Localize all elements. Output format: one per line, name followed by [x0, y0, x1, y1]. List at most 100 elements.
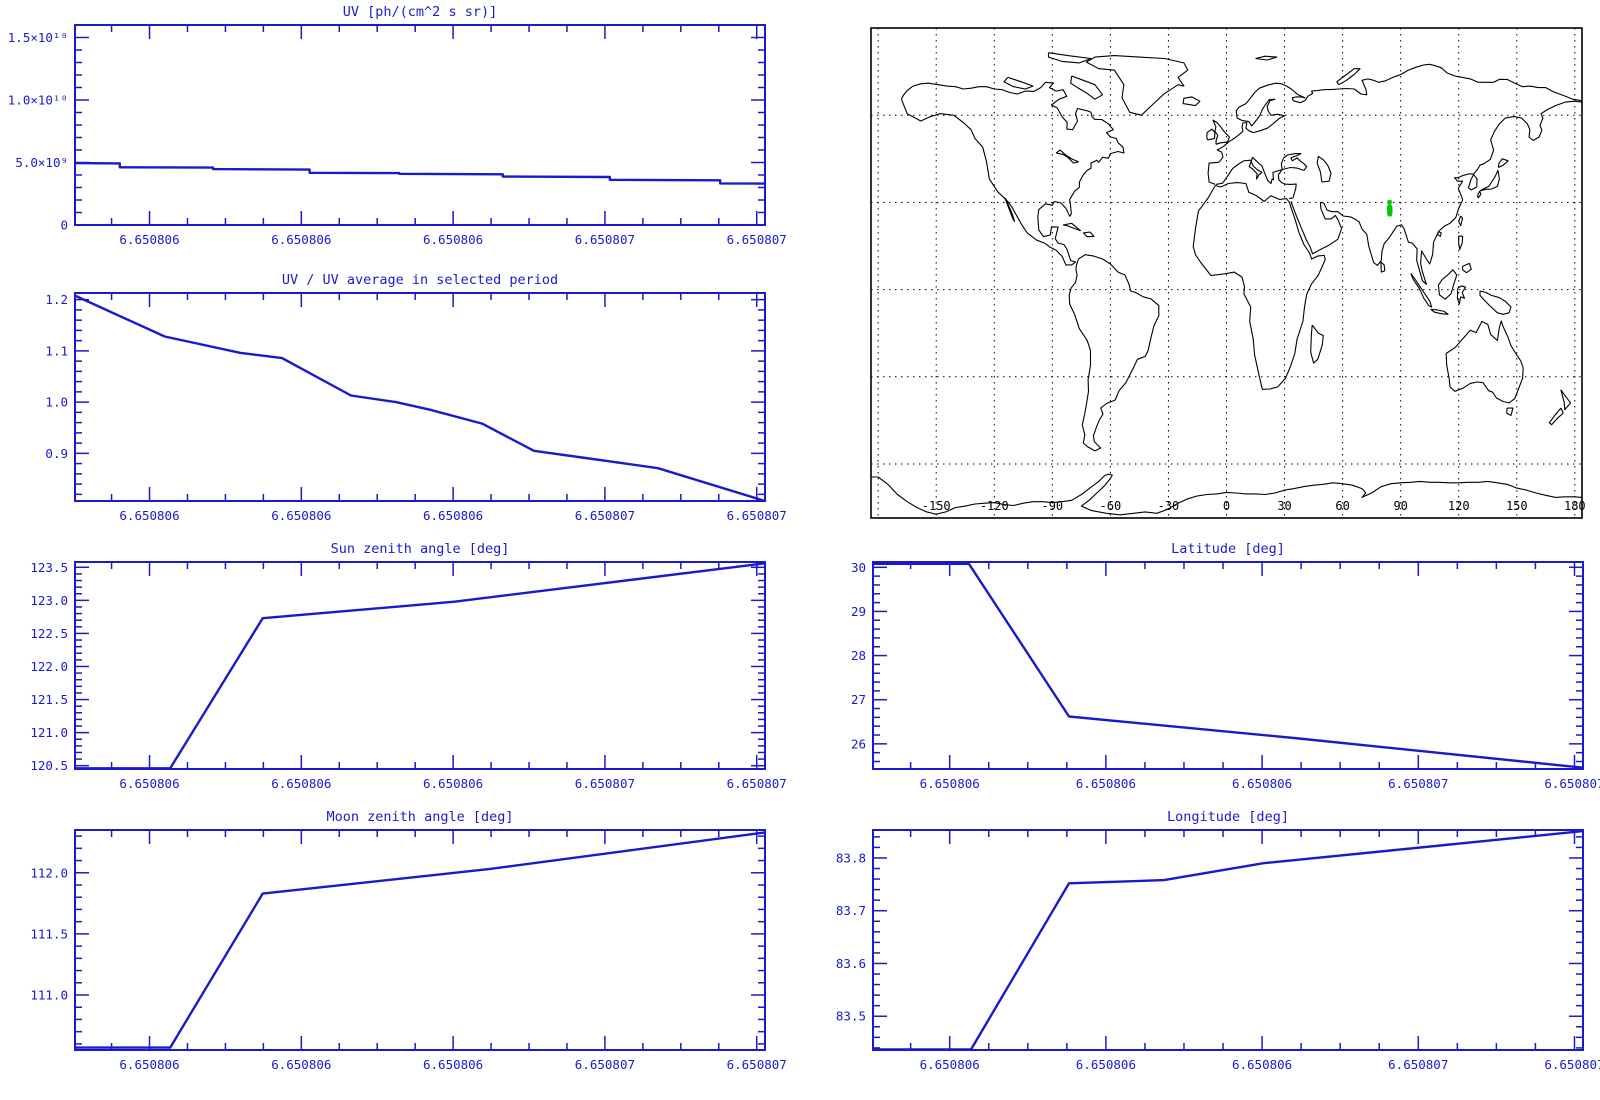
- ratio-y-tick-label: 1.1: [45, 343, 68, 358]
- lon-series-line: [871, 829, 1585, 1051]
- moon-y-tick-label: 112.0: [30, 865, 68, 880]
- uv-x-tick-label: 6.650806: [271, 232, 331, 247]
- ratio-frame: [74, 292, 766, 502]
- coastline: [1192, 182, 1326, 390]
- coastline: [1085, 55, 1189, 116]
- sun-chart-canvas: Sun zenith angle [deg] 6.650806 6.650806 6.…: [30, 541, 787, 791]
- map-lon-label: 0: [1223, 499, 1230, 513]
- uv-x-tick-label: 6.650807: [575, 232, 635, 247]
- coastline: [1437, 269, 1458, 300]
- sun-x-tick-label: 6.650807: [727, 776, 787, 790]
- latitude-chart: Latitude [deg] 6.650806 6.650806 6.650806 6.…: [808, 535, 1600, 794]
- lat-y-tick-label: 29: [851, 604, 866, 619]
- map-lon-label: 180: [1564, 499, 1586, 513]
- world-map-canvas: -150 -120 -90 -60 -30 0 30 60 90 120 150 180: [870, 27, 1586, 519]
- longitude-chart: Longitude [deg] 6.650806 6.650806 6.650806 6…: [808, 803, 1600, 1077]
- coastline: [1082, 231, 1095, 238]
- sun-y-tick-label: 123.0: [30, 593, 68, 608]
- moon-x-tick-label: 6.650807: [727, 1057, 787, 1072]
- lat-x-tick-label: 6.650807: [1544, 776, 1600, 790]
- ratio-chart-canvas: UV / UV average in selected period 6.6508…: [45, 272, 786, 523]
- uv-y-tick-label: 1.5×10¹⁰: [8, 30, 68, 45]
- uv-series-line: [73, 161, 767, 185]
- lat-x-tick-label: 6.650806: [1232, 776, 1292, 790]
- lat-title: Latitude [deg]: [1171, 541, 1285, 557]
- uv-y-tick-label: 0: [60, 218, 68, 233]
- uv-chart-canvas: UV [ph/(cm^2 s sr)] 6.650806 6.650806 6.650…: [8, 4, 787, 247]
- coastline: [1458, 235, 1464, 251]
- moon-series-line: [73, 831, 767, 1049]
- coastline: [1062, 222, 1081, 232]
- map-lon-label: 60: [1335, 499, 1349, 513]
- coastline: [1456, 285, 1467, 305]
- moon-x-tick-label: 6.650806: [271, 1057, 331, 1072]
- lon-y-tick-label: 83.5: [836, 1009, 866, 1024]
- lat-y-tick-label: 28: [851, 648, 866, 663]
- lat-ticks: [873, 562, 1583, 769]
- coastline: [1430, 308, 1449, 315]
- sun-y-tick-label: 121.0: [30, 725, 68, 740]
- coastline: [1207, 63, 1582, 185]
- uv-frame: [74, 24, 766, 226]
- sun-y-tick-label: 122.0: [30, 659, 68, 674]
- moon-frame: [74, 829, 766, 1051]
- moon-zenith-chart: Moon zenith angle [deg] 6.650806 6.650806 6…: [0, 803, 800, 1077]
- map-lon-label: 30: [1277, 499, 1291, 513]
- lat-y-tick-label: 26: [851, 736, 866, 751]
- map-grid: [871, 28, 1582, 518]
- lat-x-tick-label: 6.650806: [920, 776, 980, 790]
- moon-ticks: [75, 830, 765, 1050]
- lat-series-line: [871, 562, 1585, 769]
- lon-y-tick-label: 83.7: [836, 903, 866, 918]
- coastline: [1479, 290, 1512, 315]
- coastline: [1410, 273, 1433, 308]
- coastline: [1215, 156, 1297, 200]
- ratio-x-tick-label: 6.650806: [271, 508, 331, 520]
- coastline: [1380, 261, 1386, 273]
- sun-zenith-chart: Sun zenith angle [deg] 6.650806 6.650806 6.…: [0, 535, 800, 794]
- coastline: [1182, 96, 1201, 107]
- sun-y-tick-label: 123.5: [30, 560, 68, 575]
- lat-frame: [872, 561, 1584, 770]
- map-inner: [871, 28, 1582, 518]
- sun-title: Sun zenith angle [deg]: [331, 541, 510, 557]
- lon-frame: [872, 829, 1584, 1051]
- lon-ticks: [873, 830, 1583, 1050]
- lon-x-tick-label: 6.650807: [1388, 1057, 1448, 1072]
- ratio-x-tick-label: 6.650807: [575, 508, 635, 520]
- uv-x-tick-label: 6.650807: [727, 232, 787, 247]
- ratio-ticks: [75, 293, 765, 501]
- coastline: [1310, 324, 1324, 364]
- ground-track-markers: [1386, 199, 1393, 217]
- coastline: [1477, 190, 1482, 199]
- map-lon-label: 120: [1448, 499, 1470, 513]
- ratio-y-tick-label: 1.2: [45, 292, 68, 307]
- lon-x-tick-label: 6.650806: [1232, 1057, 1292, 1072]
- uv-ticks: [75, 24, 765, 226]
- lon-x-tick-label: 6.650806: [920, 1057, 980, 1072]
- moon-y-tick-label: 111.5: [30, 926, 68, 941]
- map-lon-label: 90: [1393, 499, 1407, 513]
- sun-ticks: [75, 562, 765, 769]
- ratio-x-tick-label: 6.650806: [423, 508, 483, 520]
- moon-x-tick-label: 6.650806: [423, 1057, 483, 1072]
- uv-title: UV [ph/(cm^2 s sr)]: [343, 4, 497, 20]
- map-frame: [870, 27, 1583, 519]
- coastline: [1255, 55, 1278, 61]
- moon-chart-canvas: Moon zenith angle [deg] 6.650806 6.650806 6…: [30, 809, 787, 1072]
- lat-chart-canvas: Latitude [deg] 6.650806 6.650806 6.650806 6.…: [851, 541, 1600, 791]
- coastline: [1068, 254, 1160, 452]
- coastline: [1458, 215, 1464, 227]
- map-lon-label: -150: [922, 499, 951, 513]
- coastline: [1560, 389, 1572, 411]
- sun-y-tick-label: 122.5: [30, 626, 68, 641]
- coastline: [1047, 52, 1092, 64]
- moon-title: Moon zenith angle [deg]: [327, 809, 514, 825]
- moon-y-tick-label: 111.0: [30, 988, 68, 1003]
- sun-x-tick-label: 6.650806: [423, 776, 483, 790]
- coastline: [1479, 169, 1500, 192]
- map-lon-label: -30: [1158, 499, 1180, 513]
- ratio-series-line: [73, 294, 767, 503]
- coastline: [1336, 68, 1361, 86]
